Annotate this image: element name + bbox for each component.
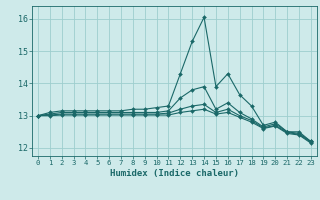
X-axis label: Humidex (Indice chaleur): Humidex (Indice chaleur): [110, 169, 239, 178]
